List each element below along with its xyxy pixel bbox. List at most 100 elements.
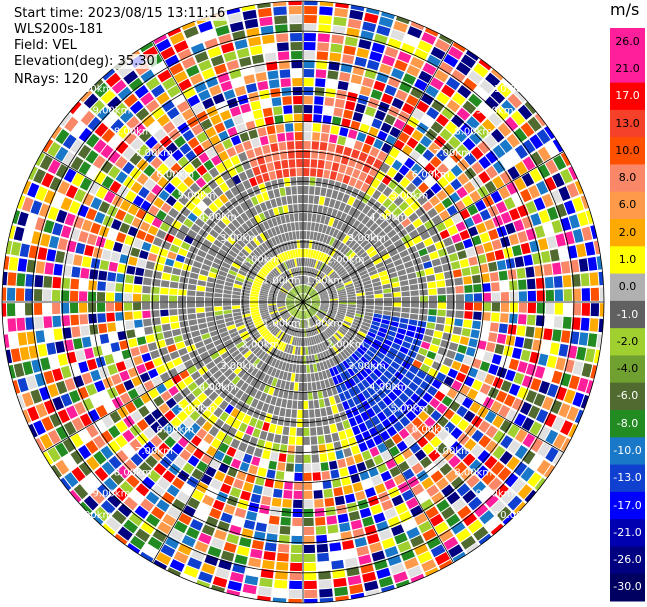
colorbar-swatch <box>610 464 645 493</box>
range-ring-label: 1.00km <box>263 318 301 329</box>
range-ring-label: 6.00km <box>412 425 450 436</box>
colorbar-tick-label: 10.0 <box>615 143 640 157</box>
range-ring-label: 10.00km <box>494 510 538 521</box>
range-ring-label: 5.00km <box>178 403 216 414</box>
nrays-label: NRays: 120 <box>12 72 91 87</box>
range-ring-label: 7.00km <box>135 446 173 457</box>
range-ring-label: 4.00km <box>199 382 237 393</box>
colorbar-tick-label: -26.0 <box>613 553 642 567</box>
colorbar-tick-label: -30.0 <box>613 580 642 594</box>
colorbar-swatch <box>610 28 645 56</box>
range-ring-label: 1.00km <box>263 276 301 287</box>
colorbar-swatch <box>610 410 645 438</box>
elevation-label: Elevation(deg): 35.30 <box>12 54 157 69</box>
range-ring-label: 5.00km <box>391 403 429 414</box>
colorbar-tick-label: 0.0 <box>618 280 637 294</box>
colorbar-swatch <box>610 546 645 575</box>
range-ring-label: 2.00km <box>242 254 280 265</box>
range-ring-label: 5.00km <box>391 191 429 202</box>
range-ring-label: 7.00km <box>433 148 471 159</box>
azimuth-spoke <box>302 301 564 453</box>
colorbar-tick-label: 26.0 <box>615 34 640 48</box>
range-ring-label: 2.00km <box>327 254 365 265</box>
instrument-label: WLS200s-181 <box>12 22 106 37</box>
range-ring-label: 9.00km <box>93 489 131 500</box>
range-ring-label: 1.00km <box>305 318 343 329</box>
range-ring-label: 4.00km <box>369 212 407 223</box>
range-ring-label: 3.00km <box>220 233 258 244</box>
range-ring-label: 8.00km <box>454 127 492 138</box>
azimuth-spoke <box>302 151 564 303</box>
range-ring-label: 3.00km <box>220 361 258 372</box>
colorbar-swatch <box>610 164 645 193</box>
colorbar-tick-label: 13.0 <box>615 116 640 130</box>
colorbar-tick-label: -13.0 <box>613 471 642 485</box>
colorbar-tick-label: 6.0 <box>618 198 637 212</box>
range-ring-label: 7.00km <box>433 446 471 457</box>
field-label: Field: VEL <box>12 38 79 53</box>
colorbar-swatch <box>610 219 645 247</box>
velocity-sectors <box>2 1 604 603</box>
colorbar-swatch <box>610 82 645 111</box>
colorbar-swatch <box>610 491 645 520</box>
range-ring-labels: 1.00km 1.00km 1.00km 1.00km 2.00km 2.00km 2.00… <box>68 84 538 521</box>
range-ring-label: 6.00km <box>156 425 194 436</box>
azimuth-spoke <box>152 301 304 563</box>
range-ring-label: 6.00km <box>156 169 194 180</box>
colorbar-swatch <box>610 273 645 302</box>
azimuth-spoke <box>42 151 304 303</box>
range-ring-label: 10.00km <box>68 510 112 521</box>
colorbar-swatch <box>610 573 645 602</box>
colorbar-tick-label: -2.0 <box>616 334 639 348</box>
range-ring-label: 9.00km <box>93 105 131 116</box>
range-ring-label: 8.00km <box>114 467 152 478</box>
colorbar-swatch <box>610 437 645 466</box>
colorbar-tick-label: 2.0 <box>618 225 637 239</box>
azimuth-spoke <box>42 301 304 453</box>
colorbar-tick-label: -1.0 <box>616 307 639 321</box>
start-time-label: Start time: 2023/08/15 13:11:16 <box>12 6 228 21</box>
colorbar-tick-label: -10.0 <box>613 443 642 457</box>
range-ring-label: 2.00km <box>327 340 365 351</box>
range-ring-label: 8.00km <box>114 127 152 138</box>
colorbar-swatch <box>610 55 645 84</box>
colorbar-swatch <box>610 246 645 275</box>
range-ring-label: 7.00km <box>135 148 173 159</box>
range-ring-label: 5.00km <box>178 191 216 202</box>
colorbar-swatch <box>610 137 645 165</box>
azimuth-spoke <box>152 41 304 303</box>
colorbar-swatch <box>610 382 645 411</box>
colorbar-tick-label: -4.0 <box>616 362 639 376</box>
colorbar-tick-label: -21.0 <box>613 525 642 539</box>
range-ring-label: 4.00km <box>199 212 237 223</box>
colorbar-swatch <box>610 300 645 329</box>
azimuth-spokes <box>2 1 604 603</box>
colorbar-tick-label: 8.0 <box>618 171 637 185</box>
ppi-plot: 1.00km 1.00km 1.00km 1.00km 2.00km 2.00km 2.00… <box>1 0 605 604</box>
colorbar-swatch <box>610 355 645 384</box>
colorbar-tick-label: 17.0 <box>615 89 640 103</box>
range-ring-label: 3.00km <box>348 233 386 244</box>
range-ring-label: 6.00km <box>412 169 450 180</box>
range-ring-label: 2.00km <box>242 340 280 351</box>
azimuth-spoke <box>302 301 454 563</box>
colorbar-swatch <box>610 109 645 138</box>
colorbar-swatch <box>610 519 645 547</box>
range-ring-label: 9.00km <box>476 105 514 116</box>
range-ring-label: 8.00km <box>454 467 492 478</box>
colorbar-tick-label: 1.0 <box>618 252 637 266</box>
range-ring-label: 9.00km <box>476 489 514 500</box>
colorbar-swatch <box>610 328 645 356</box>
colorbar-swatch <box>610 191 645 220</box>
range-ring-label: 3.00km <box>348 361 386 372</box>
range-ring-label: 10.00km <box>494 84 538 95</box>
colorbar-tick-label: 21.0 <box>615 61 640 75</box>
range-ring-label: 1.00km <box>305 276 343 287</box>
azimuth-spoke <box>302 41 454 303</box>
colorbar-tick-label: -8.0 <box>616 416 639 430</box>
colorbar-tick-label: -17.0 <box>613 498 642 512</box>
colorbar <box>610 28 645 602</box>
range-ring-label: 4.00km <box>369 382 407 393</box>
colorbar-tick-label: -6.0 <box>616 389 639 403</box>
range-ring-label: 10.00km <box>68 84 112 95</box>
